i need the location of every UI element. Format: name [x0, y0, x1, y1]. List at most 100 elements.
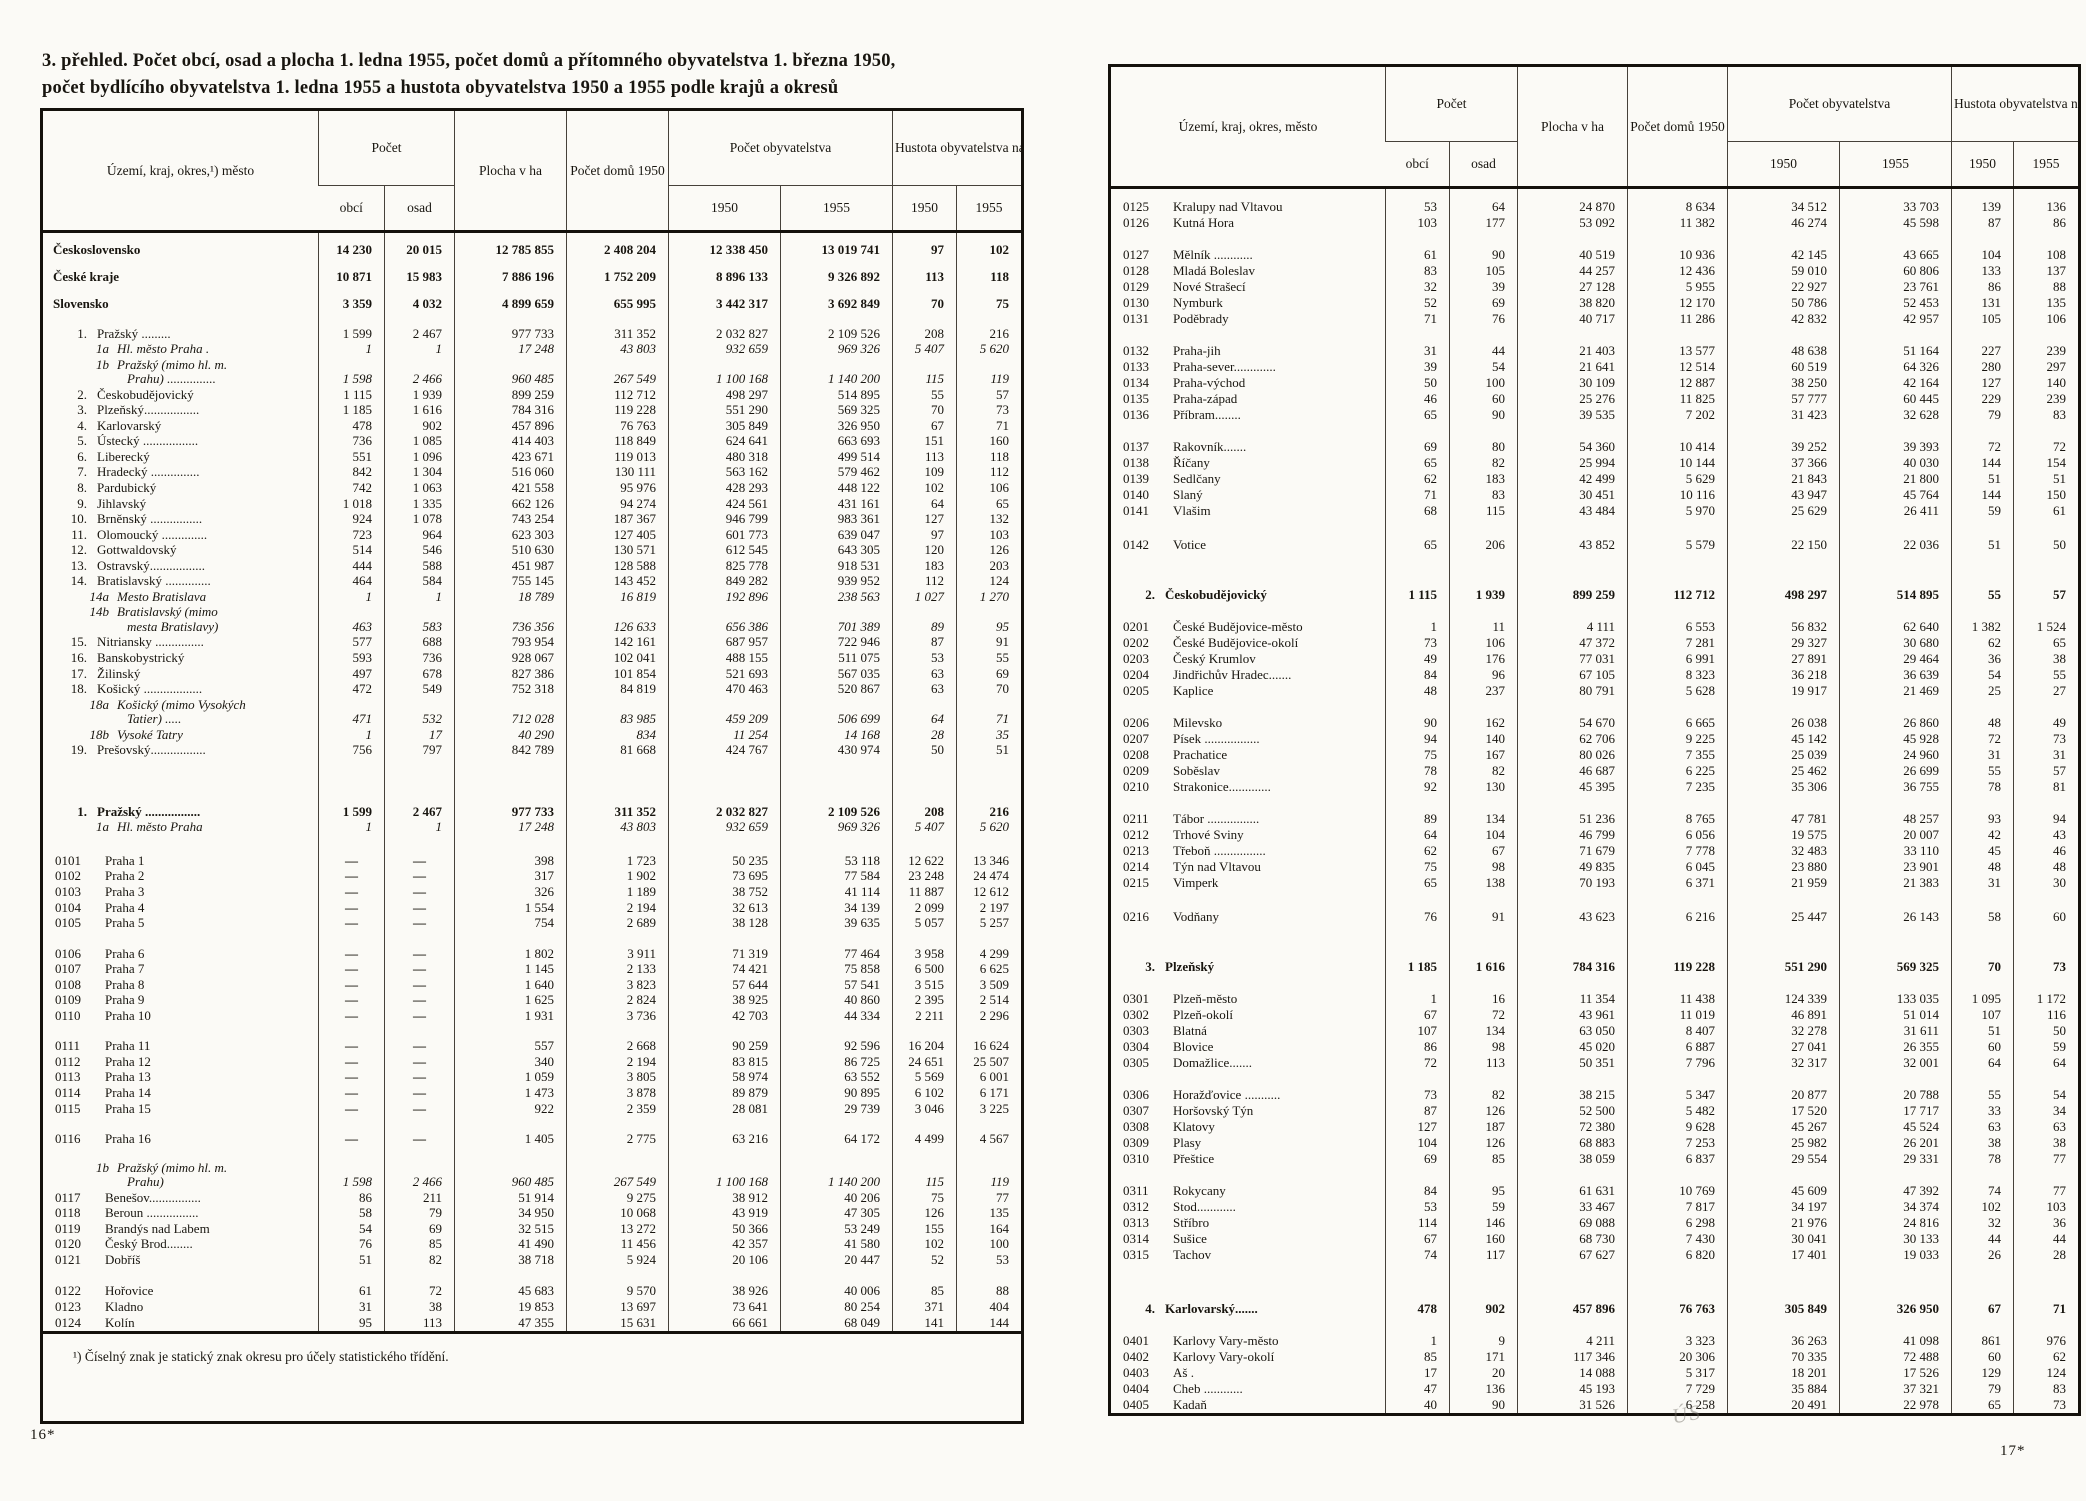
value-cell: 45 683: [454, 1284, 567, 1301]
value-cell: 89: [1385, 811, 1450, 828]
value-cell: 736 356: [454, 605, 567, 636]
value-cell: 834: [566, 727, 669, 744]
value-cell: 60: [1951, 1349, 2014, 1366]
value-cell: 6 371: [1627, 875, 1728, 892]
header-population: Počet obyvatelstva: [667, 109, 893, 186]
value-cell: 69 088: [1517, 1215, 1628, 1232]
value-cell: 101 854: [566, 666, 669, 683]
value-cell: 60 445: [1838, 391, 1952, 408]
value-cell: 167: [1449, 747, 1518, 764]
value-cell: 687 957: [668, 635, 781, 651]
value-cell: 238 563: [779, 589, 893, 606]
row-code: 0123: [55, 1300, 81, 1315]
value-cell: 3 911: [566, 946, 669, 963]
row-label: Mesto Bratislava: [117, 589, 207, 604]
territory-cell: České kraje: [42, 259, 319, 286]
table-row: 0206 Milevsko 90 162 54 670 6 665 26 038 26 860…: [1110, 715, 2080, 732]
value-cell: 21 843: [1727, 471, 1840, 488]
value-cell: 480 318: [668, 449, 781, 466]
section-total-row: Slovensko 3 359 4 032 4 899 659 655 995 3 442…: [42, 285, 1023, 313]
value-cell: 404: [956, 1300, 1023, 1316]
territory-cell: 0129 Nové Strašecí: [1110, 280, 1386, 296]
row-code: 0120: [55, 1237, 81, 1252]
value-cell: 6 820: [1627, 1247, 1728, 1264]
value-cell: 567 035: [779, 666, 893, 683]
value-cell: 8 896 133: [668, 258, 781, 286]
value-cell: 126: [956, 543, 1023, 559]
row-gap: [1110, 1263, 2080, 1302]
value-cell: 784 316: [454, 403, 567, 419]
value-cell: 8 323: [1627, 667, 1728, 684]
row-label-line2: Tatier) .....: [127, 711, 182, 727]
value-cell: 19 853: [454, 1300, 567, 1316]
value-cell: 208: [892, 804, 957, 821]
table-row: 0138 Říčany 65 82 25 994 10 144 37 366 40 030 14…: [1110, 455, 2080, 472]
value-cell: 70 335: [1727, 1349, 1840, 1366]
row-code: 0108: [55, 977, 81, 992]
value-cell: 1 599: [318, 804, 385, 821]
territory-cell: 0402 Karlovy Vary-okolí: [1110, 1350, 1386, 1366]
value-cell: 118: [956, 258, 1023, 286]
value-cell: 1: [318, 589, 385, 606]
value-cell: 160: [1449, 1231, 1518, 1248]
value-cell: 19 033: [1838, 1247, 1952, 1264]
value-cell: 317: [454, 869, 567, 885]
value-cell: 12 338 450: [668, 231, 781, 259]
value-cell: 187 367: [566, 512, 669, 528]
row-gap: [1110, 891, 2080, 910]
value-cell: 67 105: [1517, 667, 1628, 684]
value-cell: 24 474: [956, 869, 1023, 885]
value-cell: 922: [454, 1101, 567, 1118]
value-cell: 229: [1951, 391, 2014, 408]
value-cell: 423 671: [454, 449, 567, 466]
value-cell: 7 235: [1627, 779, 1728, 796]
value-cell: 842 789: [454, 743, 567, 759]
value-cell: 11 438: [1627, 991, 1728, 1008]
value-cell: 150: [2013, 487, 2080, 504]
value-cell: 1 752 209: [566, 258, 669, 286]
row-code: 0404: [1123, 1381, 1149, 1396]
value-cell: —: [384, 1132, 455, 1148]
value-cell: 38 250: [1727, 375, 1840, 392]
value-cell: 133 035: [1838, 991, 1952, 1008]
value-cell: 26 355: [1838, 1039, 1952, 1056]
value-cell: 11 456: [566, 1237, 669, 1253]
value-cell: 82: [1449, 763, 1518, 780]
value-cell: 497: [318, 666, 385, 683]
value-cell: 1 115: [318, 387, 385, 404]
value-cell: 30 680: [1838, 635, 1952, 652]
value-cell: 5 317: [1627, 1365, 1728, 1382]
value-cell: 431 161: [779, 496, 893, 513]
value-cell: 80 254: [779, 1300, 893, 1316]
value-cell: 63: [2013, 1119, 2080, 1136]
value-cell: 45 764: [1838, 487, 1952, 504]
value-cell: 65: [1385, 875, 1450, 892]
value-cell: 48: [1951, 715, 2014, 732]
value-cell: 20 447: [779, 1252, 893, 1269]
row-code: 0138: [1123, 455, 1149, 470]
value-cell: 124 339: [1727, 991, 1840, 1008]
value-cell: 73: [956, 403, 1023, 419]
value-cell: 43 947: [1727, 487, 1840, 504]
territory-cell: 0134 Praha-východ: [1110, 376, 1386, 392]
row-code: 0105: [55, 916, 81, 931]
value-cell: 58 974: [668, 1070, 781, 1087]
value-cell: 14 088: [1517, 1365, 1628, 1382]
value-cell: 86: [1951, 279, 2014, 296]
row-code: 0118: [55, 1206, 81, 1221]
table-header: Území, kraj, okres, město Počet Plocha v…: [1109, 65, 2080, 189]
value-cell: 2 194: [566, 1054, 669, 1071]
territory-cell: 0131 Poděbrady: [1110, 312, 1386, 328]
table-row: 0305 Domažlice....... 72 113 50 351 7 796 32 3…: [1110, 1055, 2080, 1072]
value-cell: 514: [318, 543, 385, 559]
territory-cell: 0404 Cheb ............: [1110, 1382, 1386, 1398]
value-cell: 12 514: [1627, 359, 1728, 376]
row-gap: [1110, 603, 2080, 620]
value-cell: 5 257: [956, 916, 1023, 932]
table-row: 0309 Plasy 104 126 68 883 7 253 25 982 26 201 38…: [1110, 1135, 2080, 1152]
territory-cell: 0312 Stod............: [1110, 1200, 1386, 1216]
territory-cell: 18b Vysoké Tatry: [42, 728, 319, 744]
value-cell: 34 139: [779, 900, 893, 917]
territory-cell: 0113 Praha 13: [42, 1070, 319, 1086]
territory-cell: 5. Ústecký .................: [42, 434, 319, 450]
